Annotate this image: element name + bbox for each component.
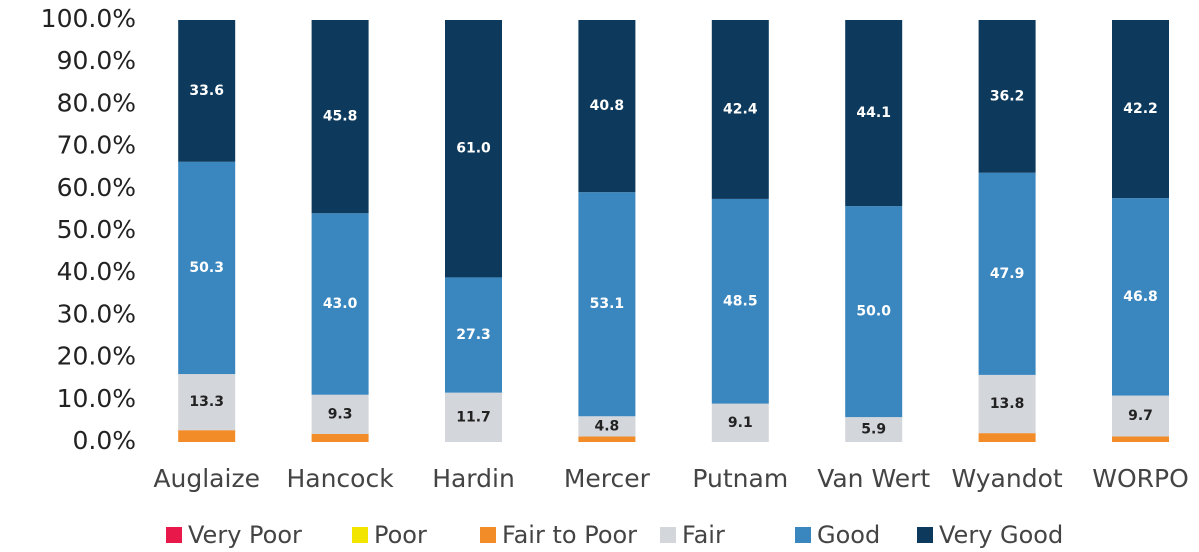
bar-segment: [711, 198, 769, 404]
y-tick-label: 40.0%: [57, 257, 136, 286]
value-label: 9.3: [328, 406, 353, 422]
y-tick-label: 60.0%: [57, 173, 136, 202]
bar-segment: [311, 20, 369, 214]
bar-segment: [445, 277, 502, 393]
bar-segment: [311, 213, 369, 395]
x-tick-label: Wyandot: [951, 464, 1062, 493]
legend-label: Poor: [374, 521, 427, 549]
bar-segment: [311, 433, 369, 442]
value-label: 9.7: [1128, 408, 1153, 424]
bar-segment: [978, 374, 1036, 434]
bar-segment: [845, 417, 903, 442]
bar-segment: [1112, 198, 1169, 396]
legend-label: Good: [817, 521, 880, 549]
bar-segment: [978, 20, 1036, 173]
value-label: 50.3: [189, 260, 224, 276]
x-tick-label: Van Wert: [817, 464, 930, 493]
legend-swatch: [166, 527, 182, 543]
legend-swatch: [795, 527, 811, 543]
value-label: 33.6: [189, 83, 224, 99]
bar-segment: [1112, 395, 1169, 437]
value-label: 53.1: [590, 296, 625, 312]
bar-segment: [978, 172, 1036, 375]
legend-label: Very Good: [939, 521, 1063, 549]
y-tick-label: 80.0%: [57, 88, 136, 117]
value-label: 9.1: [728, 415, 753, 431]
bar-segment: [578, 192, 636, 417]
legend-label: Very Poor: [188, 521, 302, 549]
value-label: 36.2: [990, 88, 1025, 104]
bar-segment: [445, 20, 502, 278]
value-label: 46.8: [1123, 289, 1158, 305]
bar-segment: [711, 403, 769, 442]
value-label: 5.9: [861, 422, 886, 438]
x-tick-label: Hardin: [432, 464, 515, 493]
bar-segment: [578, 436, 636, 442]
x-tick-label: Auglaize: [153, 464, 260, 493]
y-tick-label: 30.0%: [57, 299, 136, 328]
legend-label: Fair to Poor: [502, 521, 637, 549]
value-label: 40.8: [590, 98, 625, 114]
bar-segment: [1112, 20, 1169, 199]
bar-segment: [178, 20, 236, 162]
legend-swatch: [917, 527, 933, 543]
value-label: 42.2: [1123, 101, 1158, 117]
value-label: 48.5: [723, 293, 758, 309]
y-tick-label: 100.0%: [41, 4, 136, 33]
value-label: 42.4: [723, 101, 758, 117]
bar-segment: [845, 20, 903, 207]
legend-label: Fair: [682, 521, 725, 549]
value-label: 47.9: [990, 266, 1025, 282]
x-tick-label: Putnam: [692, 464, 788, 493]
y-tick-label: 50.0%: [57, 215, 136, 244]
legend-swatch: [660, 527, 676, 543]
y-tick-label: 10.0%: [57, 384, 136, 413]
value-label: 45.8: [323, 109, 358, 125]
bar-segment: [178, 161, 236, 375]
y-tick-label: 70.0%: [57, 131, 136, 160]
x-tick-label: Hancock: [286, 464, 394, 493]
value-label: 61.0: [456, 141, 491, 157]
bar-segment: [1112, 436, 1169, 442]
bar-segment: [845, 206, 903, 418]
bar-segment: [178, 374, 236, 431]
value-label: 44.1: [856, 105, 891, 121]
bar-segment: [178, 430, 236, 442]
x-tick-label: WORPO: [1092, 464, 1189, 493]
bar-segment: [311, 394, 369, 434]
bar-segment: [578, 20, 636, 193]
bar-segment: [445, 392, 502, 442]
value-label: 11.7: [456, 409, 491, 425]
bar-segment: [978, 433, 1036, 442]
legend-swatch: [352, 527, 368, 543]
y-tick-label: 0.0%: [72, 426, 136, 455]
value-label: 43.0: [323, 296, 358, 312]
value-label: 13.8: [990, 396, 1025, 412]
value-label: 50.0: [856, 304, 891, 320]
bar-segment: [578, 416, 636, 437]
value-label: 4.8: [594, 418, 619, 434]
y-tick-label: 90.0%: [57, 46, 136, 75]
bar-segment: [711, 20, 769, 199]
value-label: 13.3: [189, 394, 224, 410]
x-tick-label: Mercer: [564, 464, 651, 493]
value-label: 27.3: [456, 327, 491, 343]
legend-swatch: [480, 527, 496, 543]
y-tick-label: 20.0%: [57, 342, 136, 371]
